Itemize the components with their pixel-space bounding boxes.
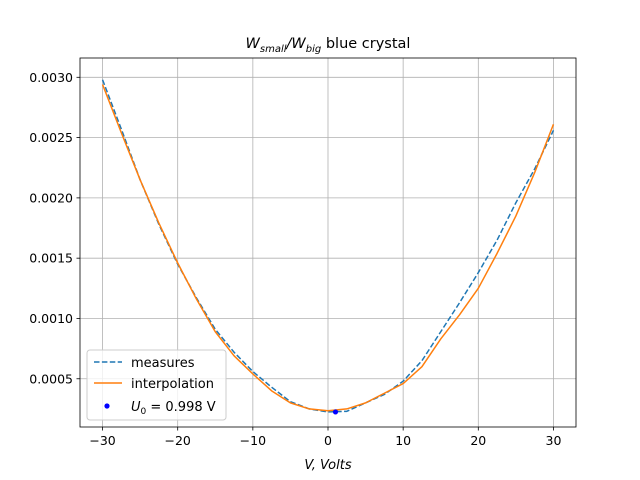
title-w-symbol: W: [246, 36, 261, 52]
legend-measures-label: measures: [131, 356, 195, 371]
series-interpolation-line: [101, 84, 555, 412]
legend-u0-var: U: [131, 400, 141, 415]
title-subscript-big: big: [306, 44, 321, 55]
legend-u0-label: U0 = 0.998 V: [131, 400, 216, 417]
y-tick-label: 0.0015: [29, 251, 73, 266]
y-tick-label: 0.0025: [29, 130, 73, 145]
title-slash-w: /W: [285, 36, 307, 52]
legend: measures interpolation U0 = 0.998 V: [86, 349, 227, 421]
plot-series: [101, 79, 555, 415]
legend-u0-marker: [104, 403, 110, 409]
title-rest: blue crystal: [321, 36, 410, 52]
y-tick-label: 0.0005: [29, 371, 73, 386]
chart-title: Wsmall/Wbig blue crystal: [246, 36, 411, 55]
legend-box: [86, 349, 227, 421]
y-tick-label: 0.0010: [29, 311, 73, 326]
x-tick-label: 0: [324, 433, 332, 448]
title-subscript-small: small: [260, 44, 287, 55]
axis-ticks: −30 −20 −10 0 10 20 30 0.0005 0.0010 0.0015 0.0020…: [29, 70, 561, 448]
y-tick-label: 0.0020: [29, 190, 73, 205]
legend-interpolation-label: interpolation: [131, 377, 214, 392]
x-tick-label: 10: [395, 433, 411, 448]
x-tick-label: −20: [165, 433, 191, 448]
legend-u0-rest: = 0.998 V: [146, 400, 216, 415]
grid: [80, 58, 576, 427]
x-tick-label: −10: [240, 433, 266, 448]
u0-point: [332, 409, 339, 415]
legend-u0-sub: 0: [141, 407, 147, 417]
x-tick-label: 30: [546, 433, 562, 448]
x-tick-label: −30: [89, 433, 115, 448]
x-axis-label: V, Volts: [304, 458, 351, 473]
x-tick-label: 20: [470, 433, 486, 448]
y-tick-label: 0.0030: [29, 70, 73, 85]
